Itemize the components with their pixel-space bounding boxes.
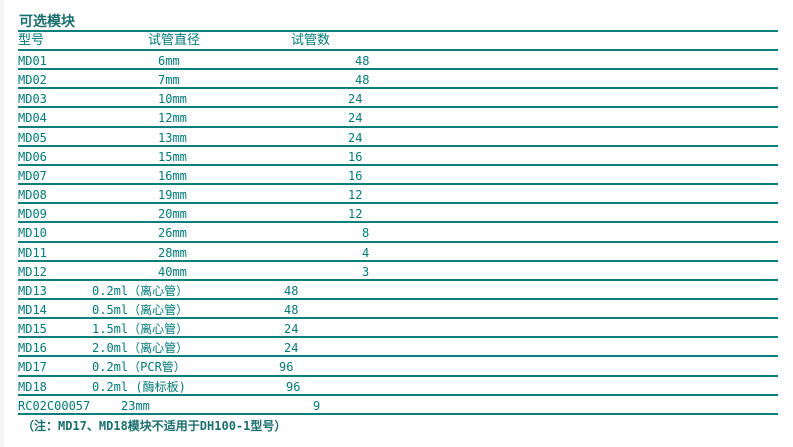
row-diameter: 0.2ml（离心管） — [92, 283, 189, 298]
divider — [18, 49, 778, 51]
row-divider — [18, 163, 778, 166]
row-diameter: 0.2ml (酶标板) — [92, 379, 186, 394]
row-model: MD14 — [18, 302, 47, 317]
section-title: 可选模块 — [19, 14, 75, 30]
row-count: 12 — [348, 188, 363, 203]
header-count: 试管数 — [291, 33, 331, 48]
row-divider — [18, 87, 778, 90]
divider — [18, 30, 778, 32]
row-model: MD11 — [18, 245, 47, 260]
row-model: MD06 — [18, 149, 47, 164]
row-count: 16 — [348, 168, 363, 183]
header-diameter: 试管直径 — [148, 33, 201, 48]
row-count: 24 — [284, 322, 299, 337]
row-diameter: 28mm — [158, 245, 187, 260]
row-diameter: 12mm — [158, 111, 187, 126]
row-divider — [18, 278, 778, 281]
row-diameter: 2.0ml（离心管） — [92, 341, 189, 356]
row-model: MD18 — [18, 379, 47, 394]
row-divider — [18, 259, 778, 262]
row-diameter: 26mm — [158, 226, 187, 241]
row-model: MD15 — [18, 322, 47, 337]
row-diameter: 15mm — [158, 149, 187, 164]
row-count: 48 — [284, 302, 299, 317]
row-divider — [18, 144, 778, 147]
row-divider — [18, 393, 778, 396]
row-model: RC02C00057 — [18, 398, 91, 413]
row-model: MD07 — [18, 168, 47, 183]
row-count: 48 — [355, 54, 370, 68]
row-count: 24 — [284, 341, 299, 356]
row-model: MD17 — [18, 360, 47, 375]
footnote: （注：MD17、MD18模块不适用于DH100-1型号） — [22, 419, 287, 433]
row-diameter: 13mm — [158, 130, 187, 145]
row-diameter: 20mm — [158, 207, 187, 222]
row-count: 48 — [355, 73, 370, 88]
row-count: 24 — [348, 111, 363, 126]
row-model: MD13 — [18, 283, 47, 298]
row-count: 96 — [279, 360, 294, 375]
row-divider — [18, 374, 778, 377]
row-divider — [18, 202, 778, 205]
row-count: 3 — [362, 264, 370, 279]
row-model: MD16 — [18, 341, 47, 356]
row-count: 24 — [348, 130, 363, 145]
row-count: 9 — [313, 398, 321, 413]
row-divider — [18, 336, 778, 339]
row-diameter: 16mm — [158, 168, 187, 183]
row-divider — [18, 355, 778, 358]
row-diameter: 0.5ml（离心管） — [92, 302, 189, 317]
row-diameter: 1.5ml（离心管） — [92, 322, 189, 337]
row-divider — [18, 106, 778, 109]
row-model: MD01 — [18, 54, 47, 68]
row-divider — [18, 68, 778, 71]
row-divider — [18, 317, 778, 320]
row-divider — [18, 183, 778, 186]
row-diameter: 23mm — [121, 398, 150, 413]
row-model: MD03 — [18, 92, 47, 107]
row-count: 8 — [362, 226, 370, 241]
row-count: 12 — [348, 207, 363, 222]
row-count: 24 — [348, 92, 363, 107]
row-divider — [18, 125, 778, 128]
row-model: MD09 — [18, 207, 47, 222]
row-diameter: 19mm — [158, 188, 187, 203]
row-model: MD08 — [18, 188, 47, 203]
row-model: MD12 — [18, 264, 47, 279]
row-diameter: 10mm — [158, 92, 187, 107]
row-count: 96 — [286, 379, 301, 394]
row-divider — [18, 412, 778, 415]
row-diameter: 6mm — [158, 54, 180, 68]
row-diameter: 0.2ml（PCR管） — [92, 360, 186, 375]
row-count: 4 — [362, 245, 370, 260]
row-diameter: 40mm — [158, 264, 187, 279]
row-model: MD04 — [18, 111, 47, 126]
left-border — [0, 0, 4, 447]
row-divider — [18, 297, 778, 300]
row-count: 48 — [284, 283, 299, 298]
row-model: MD10 — [18, 226, 47, 241]
row-divider — [18, 240, 778, 243]
row-diameter: 7mm — [158, 73, 180, 88]
header-model: 型号 — [18, 33, 45, 48]
row-divider — [18, 221, 778, 224]
row-model: MD05 — [18, 130, 47, 145]
row-count: 16 — [348, 149, 363, 164]
row-model: MD02 — [18, 73, 47, 88]
